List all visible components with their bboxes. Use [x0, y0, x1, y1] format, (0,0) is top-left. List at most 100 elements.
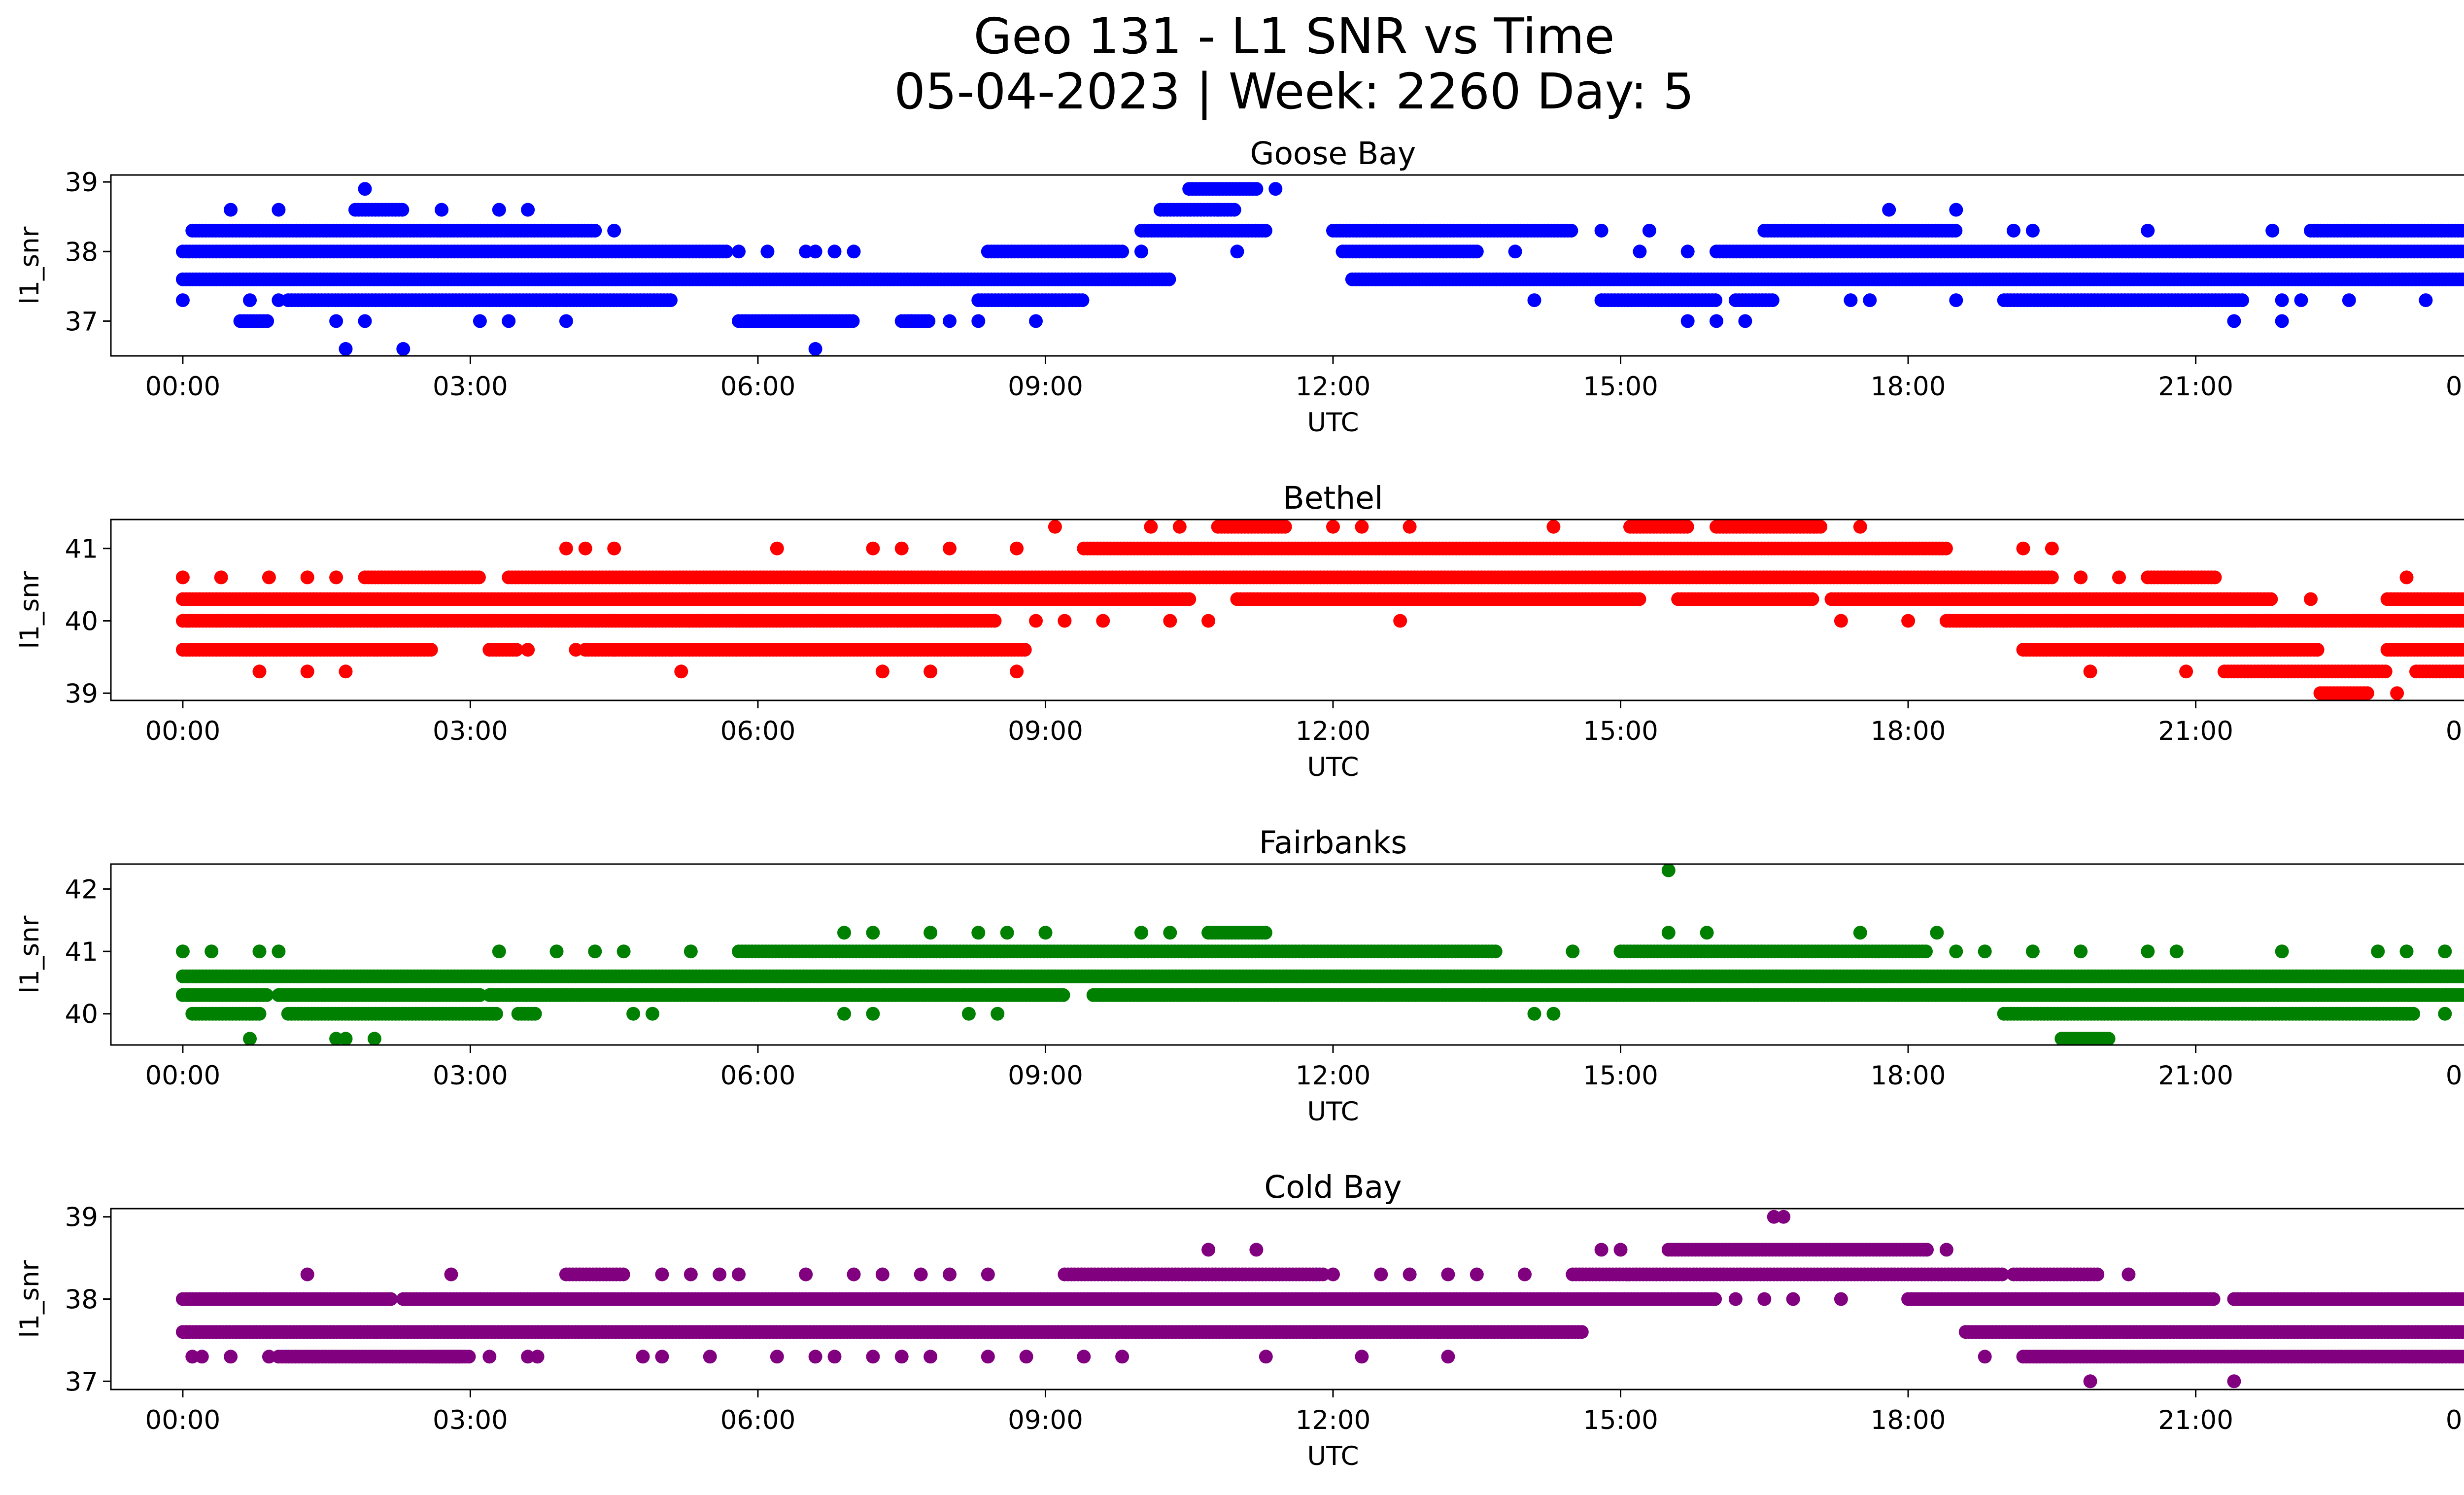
data-point — [1834, 614, 1848, 628]
data-point — [875, 664, 890, 679]
data-point — [521, 643, 535, 657]
data-point — [719, 244, 733, 259]
data-point — [1163, 614, 1177, 628]
data-point — [1901, 614, 1916, 628]
data-point — [674, 664, 688, 679]
data-point — [760, 244, 775, 259]
data-point — [272, 203, 286, 217]
data-point — [1919, 944, 1933, 959]
data-point — [1162, 272, 1176, 286]
data-point — [2304, 592, 2318, 606]
data-point — [2045, 541, 2059, 556]
data-point — [578, 541, 592, 556]
data-point — [2419, 293, 2433, 308]
data-point — [988, 614, 1002, 628]
x-tick-label: 12:00 — [1296, 716, 1371, 746]
data-point — [1048, 520, 1062, 534]
data-point — [2378, 664, 2393, 679]
data-point — [2169, 944, 2184, 959]
data-point — [1710, 314, 1723, 328]
data-point — [2235, 293, 2249, 308]
data-point — [1546, 520, 1561, 534]
data-point — [663, 293, 678, 308]
x-tick-label: 00:00 — [145, 716, 221, 746]
data-point — [2016, 541, 2030, 556]
data-point — [588, 223, 602, 238]
data-point — [894, 541, 909, 556]
data-point — [2074, 570, 2088, 585]
x-tick-label: 00:00 — [2446, 372, 2464, 402]
data-point — [2463, 667, 2464, 675]
data-point — [684, 944, 698, 959]
data-point — [2112, 570, 2126, 585]
data-point — [2460, 614, 2464, 627]
data-point — [2460, 665, 2464, 678]
x-tick-label: 18:00 — [1871, 372, 1946, 402]
data-point — [1249, 182, 1264, 196]
data-point — [1258, 926, 1272, 940]
data-point — [1268, 182, 1283, 196]
data-point — [1134, 244, 1148, 259]
data-point — [1680, 244, 1695, 259]
data-point — [300, 664, 314, 679]
data-point — [1470, 244, 1484, 259]
x-tick-label: 15:00 — [1583, 372, 1658, 402]
figure-title-line2: 05-04-2023 | Week: 2260 Day: 5 — [894, 63, 1694, 120]
data-point — [1403, 520, 1417, 534]
data-point — [1632, 592, 1646, 606]
data-point — [866, 541, 880, 556]
y-tick-label: 38 — [65, 237, 98, 267]
data-point — [2141, 223, 2155, 238]
data-point — [2227, 314, 2241, 328]
data-point — [2371, 944, 2385, 959]
data-point — [1115, 244, 1129, 259]
y-tick-label: 39 — [65, 679, 98, 709]
data-point — [1182, 592, 1197, 606]
x-tick-label: 00:00 — [145, 372, 221, 402]
data-point — [2275, 293, 2289, 308]
data-point — [435, 203, 449, 217]
data-point — [559, 314, 573, 328]
data-point — [395, 203, 410, 217]
data-point — [607, 541, 621, 556]
data-point — [2360, 686, 2374, 700]
data-point — [1029, 314, 1043, 328]
data-point — [521, 203, 535, 217]
x-tick-label: 09:00 — [1008, 716, 1083, 746]
data-point — [252, 944, 267, 959]
data-point — [472, 570, 486, 585]
data-point — [1144, 520, 1158, 534]
data-point — [1939, 541, 1953, 556]
data-point — [943, 314, 957, 328]
data-point — [224, 203, 238, 217]
data-point — [971, 926, 986, 940]
data-point — [2462, 275, 2464, 284]
data-point — [424, 643, 438, 657]
data-point — [1642, 223, 1656, 238]
data-point — [1029, 614, 1043, 628]
data-point — [1930, 926, 1944, 940]
scatter-points — [175, 864, 2464, 1045]
data-point — [2438, 944, 2452, 959]
data-point — [1000, 926, 1014, 940]
data-point — [2275, 944, 2289, 959]
data-point — [559, 541, 573, 556]
data-point — [1805, 592, 1819, 606]
data-point — [1163, 926, 1177, 940]
data-point — [2390, 686, 2404, 700]
data-point — [1393, 614, 1407, 628]
data-point — [272, 944, 286, 959]
data-point — [1863, 293, 1877, 308]
data-point — [243, 293, 257, 308]
data-point — [1709, 293, 1723, 308]
data-point — [1227, 203, 1241, 217]
data-point — [924, 664, 938, 679]
data-point — [1949, 203, 1963, 217]
data-point — [846, 314, 860, 328]
data-point — [2461, 644, 2464, 656]
data-point — [492, 944, 506, 959]
data-point — [1488, 944, 1503, 959]
figure-title-line1: Geo 131 - L1 SNR vs Time — [974, 7, 1615, 65]
data-point — [262, 570, 276, 585]
data-point — [1010, 664, 1024, 679]
